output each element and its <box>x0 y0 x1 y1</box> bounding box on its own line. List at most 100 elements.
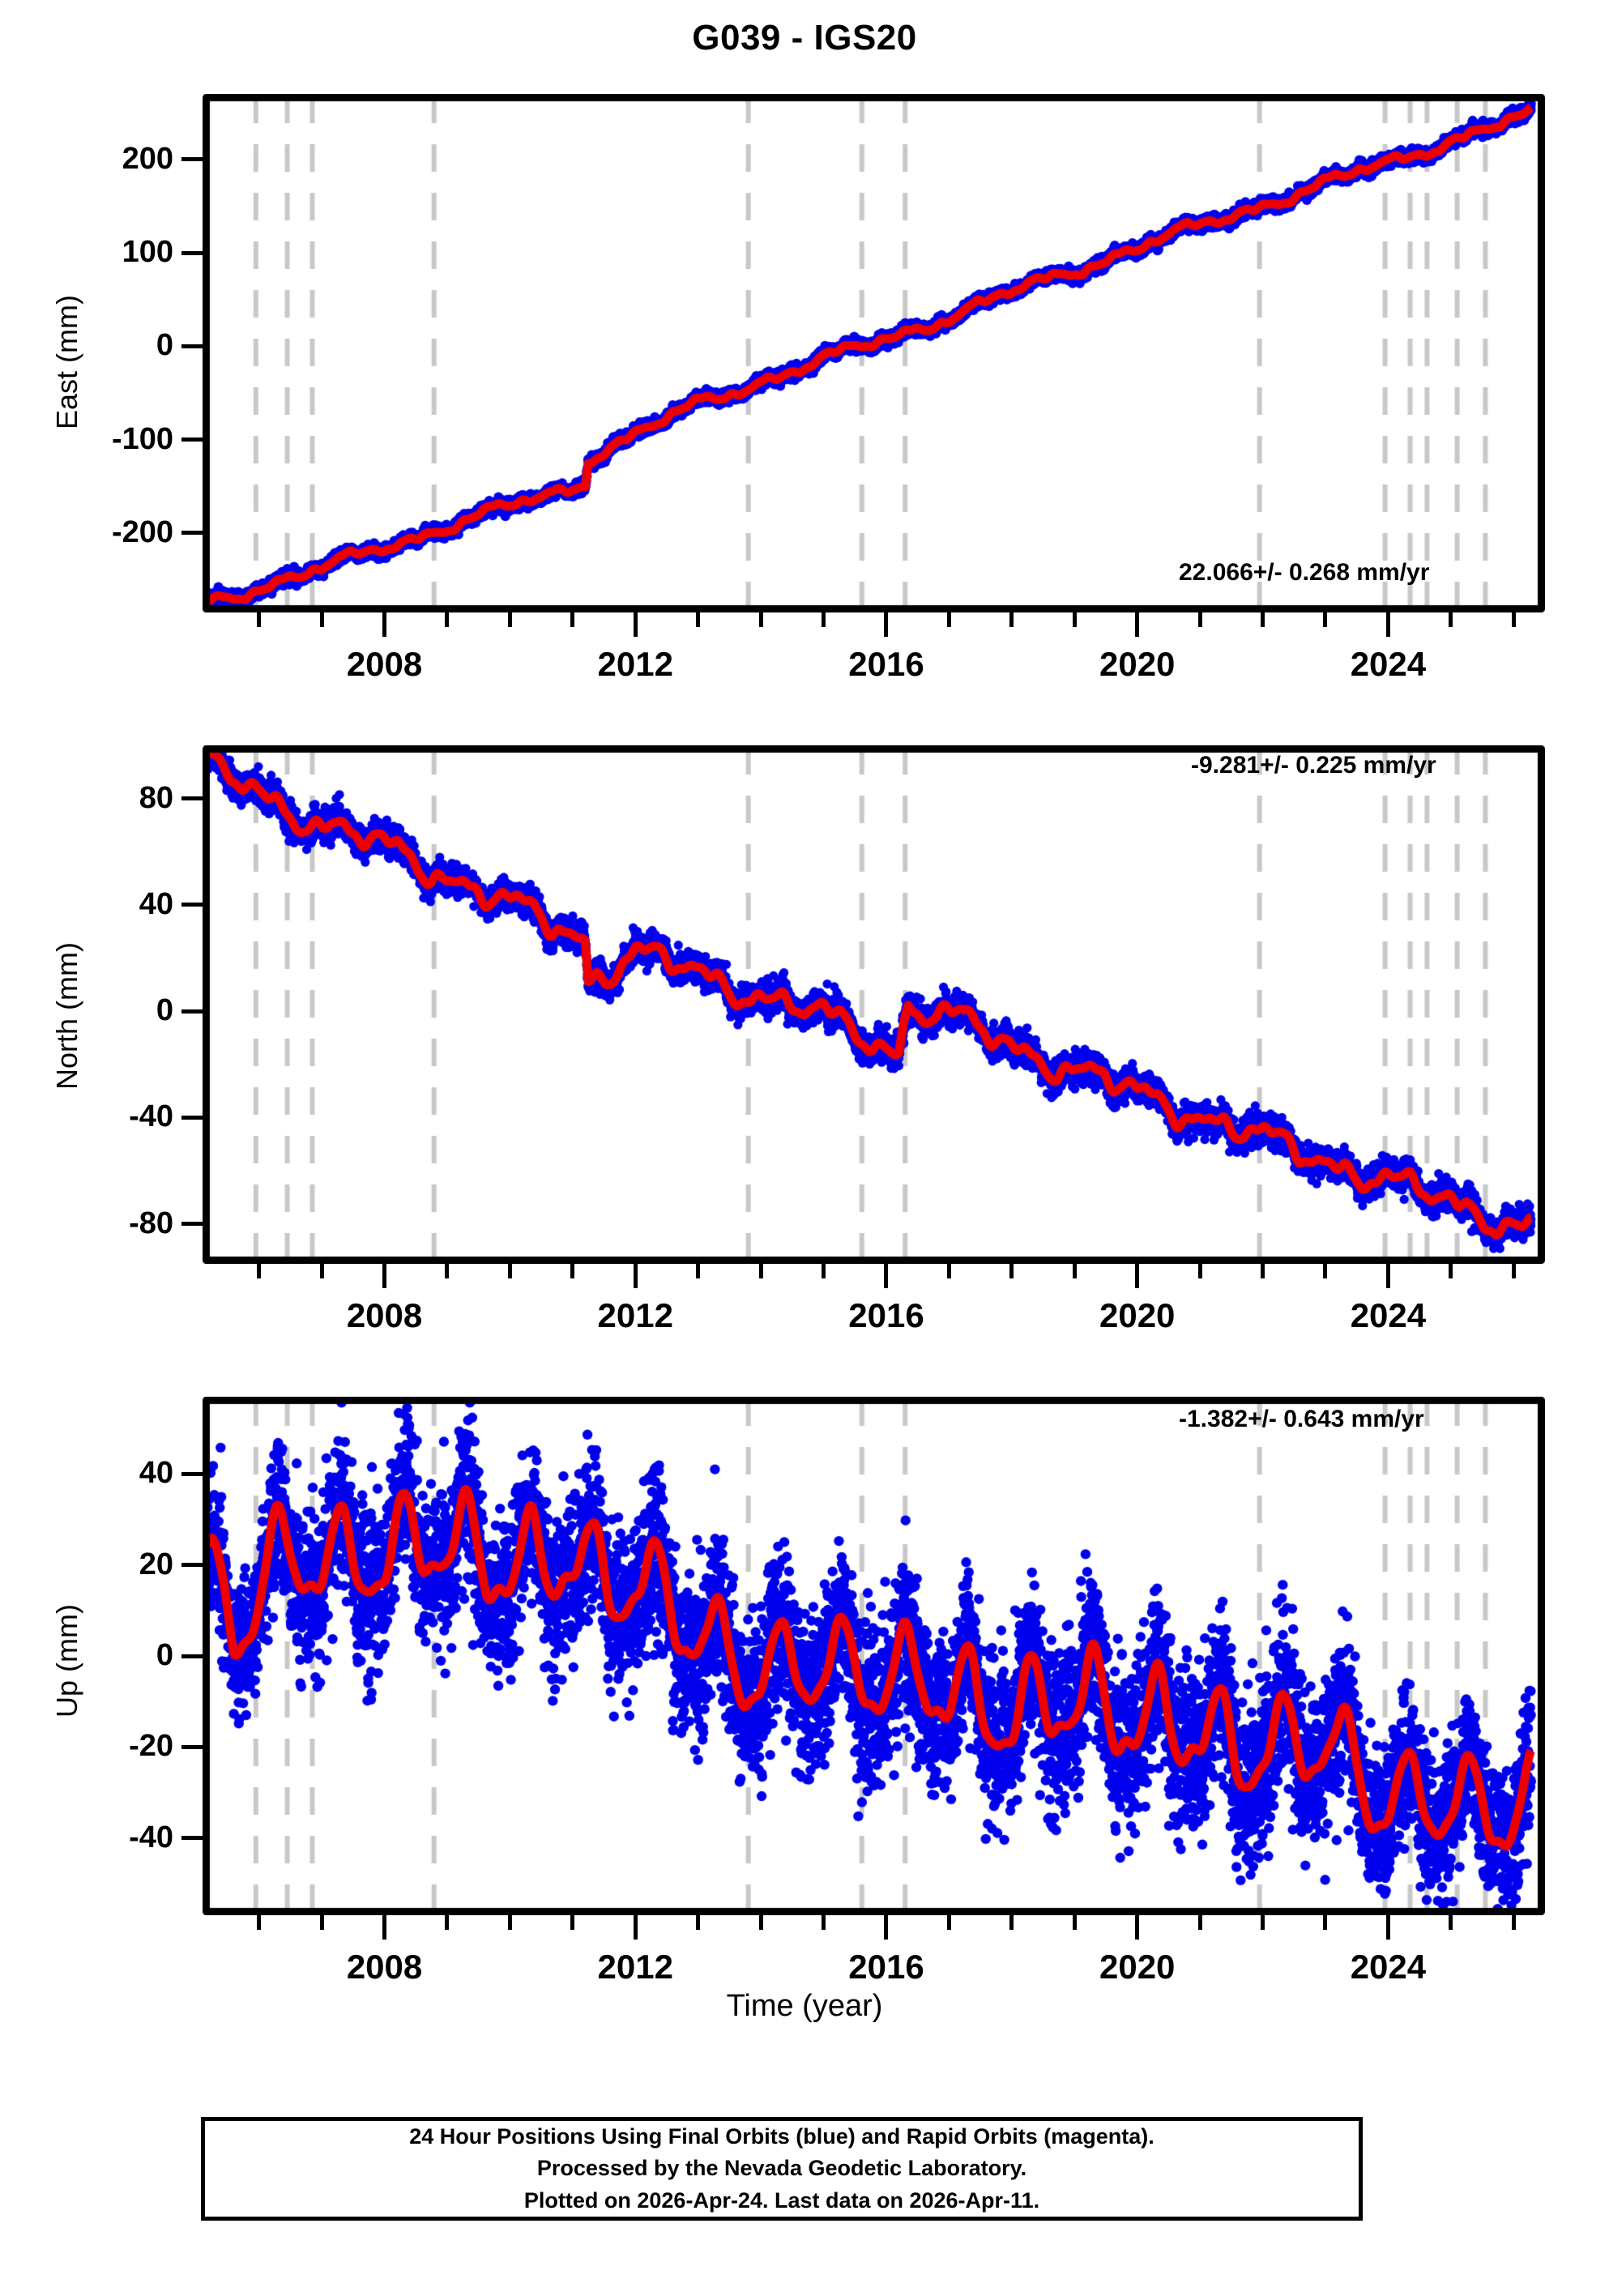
x-tick-label: 2016 <box>848 1296 924 1334</box>
x-tick-minor <box>1197 1915 1202 1930</box>
x-tick-major <box>382 612 387 637</box>
x-tick-minor <box>257 1264 262 1278</box>
y-tick-mark <box>181 344 203 348</box>
x-tick-label: 2012 <box>597 645 673 683</box>
y-tick-label: -200 <box>111 514 173 549</box>
x-tick-major <box>1135 612 1140 637</box>
page-title: G039 - IGS20 <box>692 18 917 58</box>
x-tick-minor <box>1261 612 1265 627</box>
panel-up-ylabel: Up (mm) <box>50 1604 83 1718</box>
x-tick-minor <box>822 612 826 627</box>
x-tick-minor <box>1009 612 1014 627</box>
caption-line-2: Processed by the Nevada Geodetic Laborat… <box>536 2156 1027 2181</box>
x-tick-label: 2012 <box>597 1296 673 1334</box>
panel-north <box>203 745 1545 1264</box>
x-tick-minor <box>822 1915 826 1930</box>
x-tick-minor <box>1009 1264 1014 1278</box>
y-tick-label: 80 <box>139 780 173 815</box>
x-tick-minor <box>1072 1264 1077 1278</box>
x-tick-major <box>884 1915 889 1940</box>
y-tick-label: 0 <box>156 993 173 1028</box>
x-tick-minor <box>696 1264 701 1278</box>
y-tick-mark <box>181 1563 203 1568</box>
x-tick-minor <box>257 612 262 627</box>
x-tick-major <box>633 612 638 637</box>
x-tick-label: 2012 <box>597 1948 673 1986</box>
panel-east <box>203 94 1545 612</box>
y-tick-label: 0 <box>156 328 173 363</box>
caption-box: 24 Hour Positions Using Final Orbits (bl… <box>201 2117 1363 2221</box>
y-tick-mark <box>181 903 203 907</box>
panel-north-rate: -9.281+/- 0.225 mm/yr <box>1191 752 1436 779</box>
x-tick-major <box>382 1264 387 1288</box>
y-tick-mark <box>181 1744 203 1749</box>
panel-up <box>203 1397 1545 1915</box>
x-tick-major <box>633 1264 638 1288</box>
x-tick-major <box>382 1915 387 1940</box>
x-tick-minor <box>1261 1915 1265 1930</box>
panel-east-ylabel: East (mm) <box>50 295 83 429</box>
y-tick-label: -100 <box>111 421 173 456</box>
x-tick-minor <box>1511 1264 1516 1278</box>
y-tick-mark <box>181 250 203 255</box>
panel-up-rate: -1.382+/- 0.643 mm/yr <box>1179 1406 1424 1432</box>
x-tick-minor <box>1197 612 1202 627</box>
y-tick-mark <box>181 1654 203 1658</box>
y-tick-label: -20 <box>129 1729 173 1764</box>
x-tick-major <box>1135 1264 1140 1288</box>
y-tick-label: 0 <box>156 1638 173 1672</box>
x-tick-minor <box>946 612 951 627</box>
x-tick-minor <box>445 1264 450 1278</box>
y-tick-mark <box>181 1222 203 1227</box>
x-tick-minor <box>946 1915 951 1930</box>
panel-north-ylabel: North (mm) <box>50 942 83 1090</box>
y-tick-mark <box>181 1471 203 1476</box>
x-tick-minor <box>1449 1915 1453 1930</box>
x-tick-minor <box>507 1915 512 1930</box>
y-tick-mark <box>181 531 203 536</box>
x-tick-minor <box>507 612 512 627</box>
x-tick-minor <box>1072 612 1077 627</box>
x-tick-minor <box>1449 1264 1453 1278</box>
x-tick-minor <box>507 1264 512 1278</box>
x-tick-minor <box>570 612 575 627</box>
y-tick-label: 40 <box>139 886 173 921</box>
x-tick-major <box>1385 1264 1390 1288</box>
x-tick-minor <box>758 1915 763 1930</box>
x-tick-label: 2024 <box>1350 645 1427 683</box>
panel-east-canvas <box>203 94 1545 612</box>
x-tick-minor <box>445 1915 450 1930</box>
x-tick-label: 2008 <box>346 645 423 683</box>
x-tick-major <box>884 1264 889 1288</box>
x-tick-minor <box>319 612 324 627</box>
x-tick-minor <box>758 612 763 627</box>
x-tick-major <box>1135 1915 1140 1940</box>
caption-line-1: 24 Hour Positions Using Final Orbits (bl… <box>409 2124 1154 2149</box>
x-tick-label: 2024 <box>1350 1296 1427 1334</box>
x-tick-label: 2020 <box>1099 1296 1176 1334</box>
y-tick-label: 40 <box>139 1456 173 1491</box>
x-tick-minor <box>696 612 701 627</box>
x-tick-major <box>633 1915 638 1940</box>
x-tick-minor <box>1449 612 1453 627</box>
y-tick-label: -80 <box>129 1206 173 1240</box>
x-tick-minor <box>696 1915 701 1930</box>
x-tick-minor <box>1511 1915 1516 1930</box>
x-tick-minor <box>1197 1264 1202 1278</box>
panel-up-canvas <box>203 1397 1545 1915</box>
x-tick-label: 2020 <box>1099 1948 1176 1986</box>
y-tick-label: -40 <box>129 1820 173 1854</box>
x-tick-major <box>1385 1915 1390 1940</box>
x-tick-label: 2024 <box>1350 1948 1427 1986</box>
x-tick-minor <box>1072 1915 1077 1930</box>
y-tick-label: 100 <box>122 235 173 270</box>
y-tick-label: 20 <box>139 1547 173 1581</box>
x-tick-minor <box>1323 1264 1328 1278</box>
x-tick-minor <box>946 1264 951 1278</box>
y-tick-mark <box>181 1009 203 1014</box>
x-tick-minor <box>1009 1915 1014 1930</box>
y-tick-label: 200 <box>122 141 173 176</box>
x-tick-minor <box>1323 1915 1328 1930</box>
x-tick-minor <box>257 1915 262 1930</box>
